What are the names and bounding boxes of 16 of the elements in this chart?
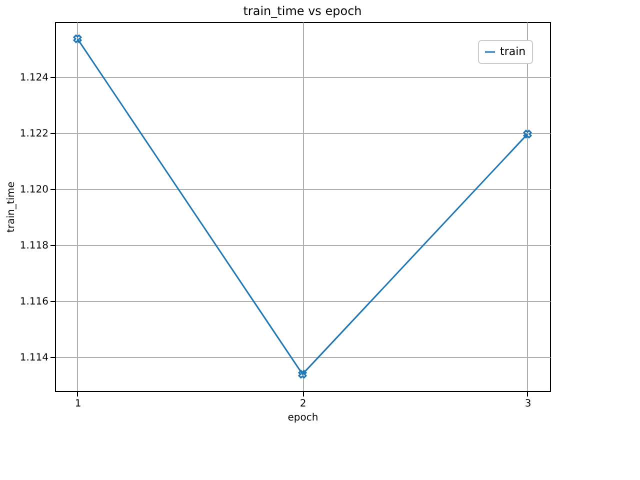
- point: [73, 34, 82, 44]
- y-tick-label: 1.122: [20, 128, 48, 140]
- x-tick-label: 2: [300, 398, 306, 410]
- y-tick-label: 1.114: [20, 352, 48, 364]
- y-tick-label: 1.116: [20, 296, 48, 308]
- chart-title: train_time vs epoch: [243, 4, 362, 18]
- y-axis-title: train_time: [6, 182, 17, 232]
- x-axis-title: epoch: [288, 412, 318, 424]
- x-tick-label: 3: [524, 398, 532, 410]
- point: [298, 370, 307, 378]
- y-tick-label: 1.124: [20, 72, 48, 84]
- y-tick-label: 1.118: [20, 240, 48, 252]
- x-tick-label: 1: [74, 398, 82, 410]
- legend-label: train: [500, 45, 526, 58]
- point: [523, 130, 532, 138]
- y-tick-label: 1.120: [20, 184, 48, 196]
